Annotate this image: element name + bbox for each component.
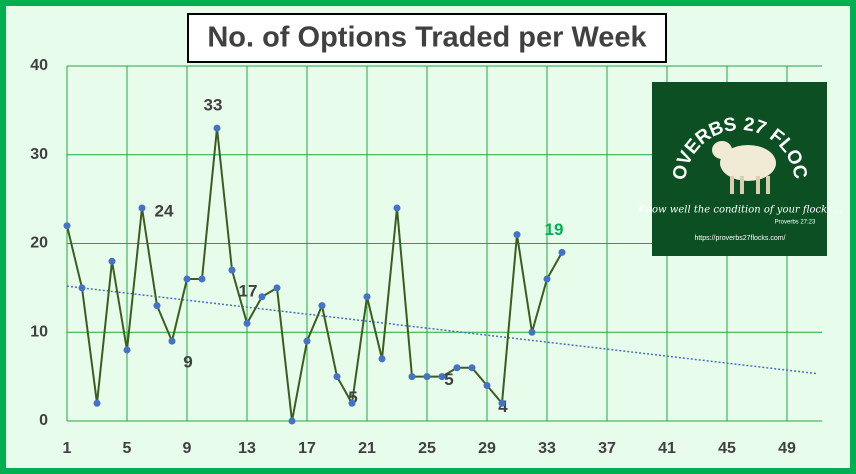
data-point bbox=[168, 337, 176, 345]
x-tick-label: 9 bbox=[183, 440, 192, 457]
data-point bbox=[78, 284, 86, 292]
y-tick-label: 20 bbox=[30, 235, 48, 252]
logo-reference: Proverbs 27:23 bbox=[775, 220, 816, 226]
data-label: 17 bbox=[239, 282, 258, 301]
x-tick-label: 17 bbox=[298, 440, 316, 457]
sheep-leg bbox=[756, 176, 760, 194]
x-tick-label: 25 bbox=[418, 440, 436, 457]
chart-title: No. of Options Traded per Week bbox=[207, 22, 647, 54]
data-point bbox=[558, 248, 566, 256]
data-point bbox=[378, 355, 386, 363]
data-point bbox=[528, 328, 536, 336]
x-tick-label: 1 bbox=[63, 440, 72, 457]
data-point bbox=[258, 293, 266, 301]
trendline bbox=[66, 285, 818, 375]
sheep-leg bbox=[766, 176, 770, 194]
data-label: 24 bbox=[155, 201, 174, 220]
data-point bbox=[408, 373, 416, 381]
data-point bbox=[198, 275, 206, 283]
x-tick-label: 29 bbox=[478, 440, 496, 457]
sheep-leg bbox=[740, 176, 744, 194]
sheep-head bbox=[712, 141, 732, 159]
data-point bbox=[438, 373, 446, 381]
data-point bbox=[453, 364, 461, 372]
data-point bbox=[468, 364, 476, 372]
data-point bbox=[123, 346, 131, 354]
data-label: 9 bbox=[183, 353, 192, 372]
x-tick-label: 5 bbox=[123, 440, 132, 457]
data-point bbox=[273, 284, 281, 292]
data-point bbox=[288, 417, 296, 425]
sheep-leg bbox=[730, 176, 734, 194]
data-point bbox=[63, 222, 71, 230]
data-point bbox=[333, 373, 341, 381]
data-point bbox=[243, 319, 251, 327]
y-tick-label: 0 bbox=[39, 412, 48, 429]
data-point bbox=[363, 293, 371, 301]
data-point bbox=[393, 204, 401, 212]
plot-area: 0 10 20 30 40 1 5 9 13 17 21 25 29 33 37 41 45 49 24 9 33 17 5… bbox=[30, 57, 822, 457]
data-label: 33 bbox=[204, 96, 223, 115]
x-tick-label: 33 bbox=[538, 440, 556, 457]
data-point bbox=[423, 373, 431, 381]
data-point bbox=[93, 399, 101, 407]
logo-verse: Know well the condition of your flocks..… bbox=[637, 205, 842, 216]
x-tick-label: 45 bbox=[718, 440, 736, 457]
data-label: 5 bbox=[444, 370, 453, 389]
data-point bbox=[183, 275, 191, 283]
x-tick-label: 13 bbox=[238, 440, 256, 457]
x-tick-label: 49 bbox=[778, 440, 796, 457]
title-box bbox=[187, 13, 667, 63]
sheep-body bbox=[720, 145, 776, 181]
data-line bbox=[66, 128, 563, 422]
data-point bbox=[348, 399, 356, 407]
x-tick-label: 41 bbox=[658, 440, 676, 457]
data-point bbox=[228, 266, 236, 274]
x-tick-label: 21 bbox=[358, 440, 376, 457]
data-point bbox=[303, 337, 311, 345]
x-tick-label: 37 bbox=[598, 440, 616, 457]
data-point bbox=[213, 124, 221, 132]
y-tick-label: 10 bbox=[30, 323, 48, 340]
data-point bbox=[138, 204, 146, 212]
data-point bbox=[483, 382, 491, 389]
logo-url: https://proverbs27flocks.com/ bbox=[694, 235, 785, 242]
data-point bbox=[318, 302, 326, 310]
data-point bbox=[108, 257, 116, 265]
y-tick-label: 30 bbox=[30, 146, 48, 163]
data-point bbox=[498, 399, 506, 407]
data-label: 19 bbox=[545, 220, 564, 239]
y-tick-label: 40 bbox=[30, 57, 48, 74]
data-point bbox=[153, 302, 161, 310]
data-label: 5 bbox=[348, 388, 357, 407]
data-point bbox=[513, 231, 521, 239]
data-point bbox=[543, 275, 551, 283]
